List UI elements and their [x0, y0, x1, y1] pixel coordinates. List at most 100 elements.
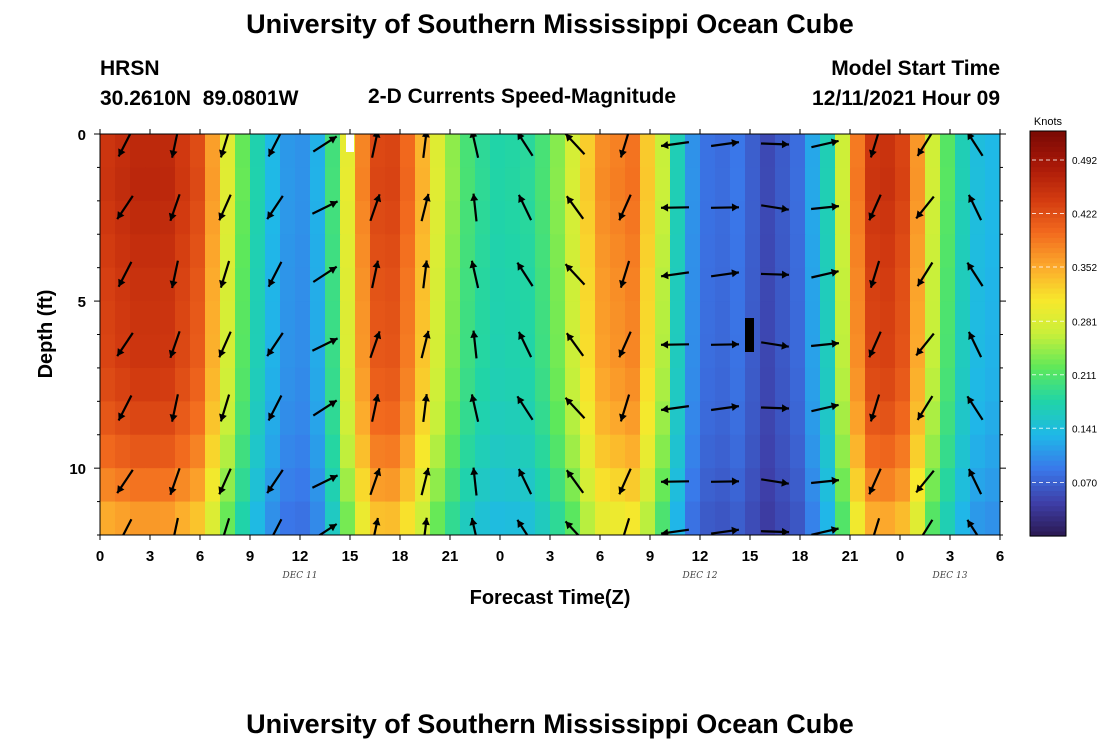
heatmap-cell: [790, 167, 806, 202]
heatmap-cell: [730, 501, 746, 535]
heatmap-cell: [370, 468, 386, 503]
heatmap-cell: [880, 301, 896, 336]
heatmap-cell: [685, 167, 701, 202]
colorbar-segment: [1030, 267, 1066, 274]
heatmap-cell: [550, 234, 566, 269]
heatmap-cell: [880, 267, 896, 302]
heatmap-cell: [760, 301, 776, 336]
heatmap-cell: [625, 301, 641, 336]
heatmap-cell: [955, 200, 971, 235]
heatmap-cell: [235, 200, 251, 235]
heatmap-cell: [175, 434, 191, 469]
current-vector: [760, 527, 790, 535]
heatmap-cell: [670, 301, 686, 336]
heatmap-cell: [625, 200, 641, 235]
current-vector: [222, 517, 231, 535]
x-tick-label: 6: [196, 548, 204, 565]
current-vector: [267, 134, 282, 158]
heatmap-cell: [220, 367, 236, 402]
heatmap-cell: [955, 367, 971, 402]
x-axis: 0 3 6 9 12 15 18 21 0 3 6 9 12 15 18 21 0 3 6 DEC 11 DEC 12 D…: [96, 129, 1004, 581]
heatmap-cell: [190, 234, 206, 269]
heatmap-cell: [565, 167, 581, 202]
suspended-marker: [745, 318, 754, 352]
heatmap-cell: [265, 234, 281, 269]
current-vector: [760, 404, 790, 413]
current-vector: [267, 261, 283, 288]
current-vector: [116, 195, 134, 220]
heatmap-cell: [400, 134, 416, 169]
current-vector: [760, 270, 790, 279]
heatmap-cell: [805, 301, 821, 336]
heatmap-cell: [580, 334, 596, 369]
heatmap-cell: [445, 501, 461, 535]
heatmap-cell: [280, 468, 296, 503]
heatmap-cell: [595, 501, 611, 535]
heatmap-cell: [205, 334, 221, 369]
heatmap-cell: [460, 301, 476, 336]
heatmap-cell: [445, 334, 461, 369]
current-vector: [564, 134, 586, 156]
current-vector: [219, 394, 231, 422]
x-tick-label: 15: [742, 548, 759, 565]
heatmap-cell: [850, 468, 866, 503]
heatmap-cell: [385, 367, 401, 402]
heatmap-cell: [565, 367, 581, 402]
heatmap-cell: [850, 200, 866, 235]
heatmap-cell: [730, 434, 746, 469]
heatmap-cell: [385, 234, 401, 269]
current-vector: [760, 140, 790, 149]
heatmap-cell: [535, 200, 551, 235]
current-vector: [761, 341, 789, 350]
heatmap-cell: [775, 434, 791, 469]
heatmap-cell: [415, 501, 431, 535]
heatmap-cell: [670, 200, 686, 235]
heatmap-cell: [655, 468, 671, 503]
heatmap-cell: [670, 401, 686, 436]
heatmap-cell: [145, 501, 161, 535]
heatmap-cell: [385, 401, 401, 436]
colorbar-segment: [1030, 227, 1066, 233]
heatmap-cell: [490, 367, 506, 402]
heatmap-cell: [505, 501, 521, 535]
heatmap-cell: [535, 234, 551, 269]
current-vector: [517, 468, 533, 495]
heatmap-cell: [265, 367, 281, 402]
current-vector: [517, 134, 534, 157]
heatmap-cell: [610, 401, 626, 436]
heatmap-cell: [280, 167, 296, 202]
heatmap-cell: [580, 434, 596, 469]
heatmap-cell: [820, 234, 836, 269]
heatmap-cell: [400, 267, 416, 302]
x-tick-label: 6: [996, 548, 1004, 565]
heatmap-cell: [850, 234, 866, 269]
heatmap-cell: [295, 200, 311, 235]
colorbar-segment: [1030, 368, 1066, 375]
colorbar-segment: [1030, 151, 1066, 157]
heatmap-cell: [370, 301, 386, 336]
heatmap-cell: [835, 434, 851, 469]
model-start-value: 12/11/2021 Hour 09: [812, 87, 1000, 110]
heatmap-cell: [760, 134, 776, 169]
x-tick-label: 18: [792, 548, 809, 565]
heatmap-cell: [100, 267, 116, 302]
current-vector: [710, 139, 740, 148]
heatmap-cell: [805, 134, 821, 169]
heatmap-cell: [430, 434, 446, 469]
heatmap-cell: [940, 167, 956, 202]
current-vector: [869, 260, 881, 289]
heatmap-cell: [100, 200, 116, 235]
colorbar-segment: [1030, 262, 1066, 269]
heatmap-cell: [880, 334, 896, 369]
heatmap-cell: [580, 468, 596, 503]
heatmap-cell: [355, 434, 371, 469]
colorbar-segment: [1030, 429, 1066, 436]
heatmap-cell: [895, 334, 911, 369]
heatmap-cell: [955, 267, 971, 302]
heatmap-cell: [685, 468, 701, 503]
surface-marker: [346, 134, 354, 152]
heatmap-cell: [400, 200, 416, 235]
heatmap-cell: [940, 134, 956, 169]
heatmap-cell: [805, 501, 821, 535]
colorbar-segment: [1030, 470, 1066, 476]
